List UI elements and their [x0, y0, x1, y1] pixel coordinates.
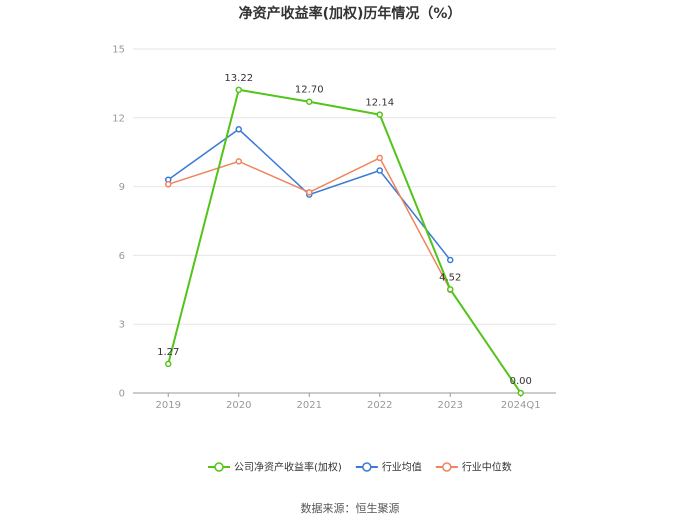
data-point: [517, 389, 524, 397]
grid: [133, 48, 556, 394]
x-tick-label: 2020: [226, 400, 251, 411]
data-point: [235, 158, 242, 165]
data-point: [376, 154, 383, 162]
legend-marker: [362, 462, 372, 472]
x-axis-ticks: 2019 2020 2021 2022 2023 2024Q1: [156, 393, 541, 411]
x-tick-label: 2022: [367, 400, 392, 411]
legend-label: 公司净资产收益率(加权): [234, 461, 342, 474]
x-tick-label: 2024Q1: [501, 400, 541, 411]
data-point: [376, 167, 383, 174]
legend-marker: [214, 462, 224, 472]
data-point: [447, 256, 454, 264]
source-note: 数据来源：恒生聚源: [301, 501, 400, 515]
series-line: [167, 88, 522, 394]
x-tick-label: 2023: [438, 400, 463, 411]
data-point: [376, 111, 383, 118]
series-line: [168, 156, 451, 291]
data-point: [165, 360, 172, 368]
data-label: 13.22: [224, 73, 253, 84]
y-tick-label: 15: [112, 45, 125, 56]
legend-marker: [442, 462, 452, 472]
y-tick-label: 0: [119, 389, 125, 400]
legend-label: 行业中位数: [462, 461, 512, 474]
chart-title: 净资产收益率(加权)历年情况（%）: [239, 5, 462, 22]
data-point: [235, 86, 242, 94]
legend-label: 行业均值: [382, 461, 422, 474]
x-tick-label: 2021: [297, 400, 322, 411]
y-axis-ticks: 0 3 6 9 12 15: [112, 45, 125, 400]
data-label: 4.52: [439, 272, 461, 283]
data-point: [235, 126, 242, 133]
data-label: 12.70: [295, 85, 324, 96]
data-label: 0.00: [510, 376, 532, 387]
y-tick-label: 6: [119, 251, 125, 262]
data-label: 1.27: [157, 347, 179, 358]
x-tick-label: 2019: [156, 400, 181, 411]
data-point: [306, 189, 313, 196]
data-point: [447, 286, 454, 293]
y-tick-label: 3: [119, 320, 125, 331]
data-point: [306, 98, 313, 105]
data-label: 12.14: [365, 98, 394, 109]
data-point: [165, 181, 172, 188]
series-layer: 1.27 13.22 12.70 12.14 4.52 0.00: [157, 73, 532, 397]
legend: 公司净资产收益率(加权) 行业均值 行业中位数: [208, 461, 512, 474]
y-tick-label: 9: [119, 182, 125, 193]
y-tick-label: 12: [112, 113, 125, 124]
